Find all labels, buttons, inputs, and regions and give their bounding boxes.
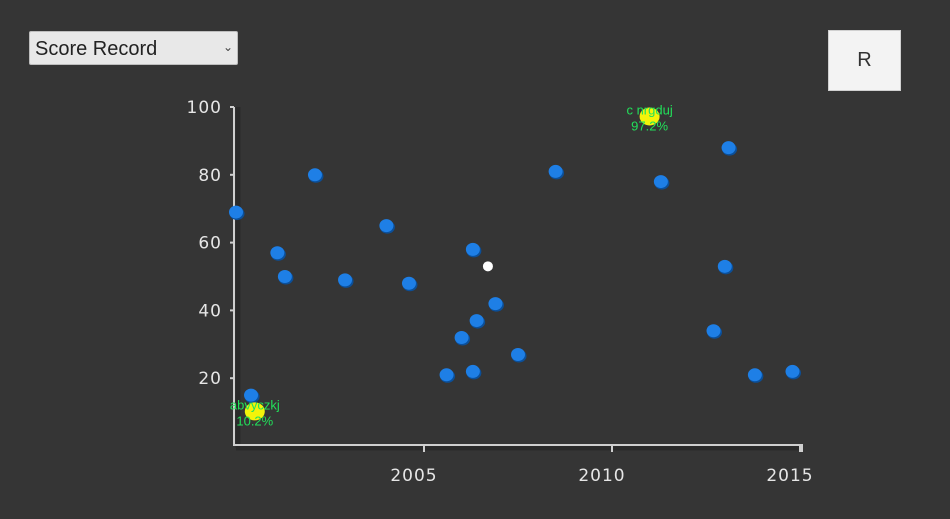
data-point	[439, 368, 454, 382]
y-tick-label: 60	[198, 234, 222, 254]
data-point	[229, 205, 243, 219]
data-point	[469, 314, 484, 328]
y-tick-label: 100	[187, 98, 222, 118]
data-point	[277, 270, 292, 283]
data-point	[379, 219, 394, 233]
data-point	[244, 388, 259, 402]
highlight-value-label: 97.2%	[631, 118, 668, 133]
data-point	[653, 175, 668, 189]
x-tick-label: 2015	[766, 466, 813, 486]
y-tick-label: 80	[198, 166, 222, 186]
data-point	[548, 164, 563, 178]
data-points	[229, 141, 801, 404]
data-point	[785, 364, 800, 378]
metric-dropdown[interactable]: Score Record ⌄	[29, 31, 238, 65]
reset-button[interactable]: R	[828, 30, 901, 91]
highlight-label: abvyczkj	[230, 397, 280, 412]
highlight-label: c nrgduj	[626, 102, 672, 117]
data-point	[747, 368, 762, 382]
chevron-down-icon: ⌄	[222, 40, 233, 54]
hovered-point	[482, 261, 493, 272]
data-point	[488, 297, 503, 311]
data-point	[270, 246, 285, 260]
highlight-value-label: 10.2%	[236, 413, 273, 428]
highlighted-point	[639, 107, 660, 126]
x-tick-label: 2010	[578, 466, 625, 486]
chart-axes	[233, 107, 803, 452]
x-tick-label: 2005	[390, 466, 437, 486]
y-tick-labels: 20 40 60 80 100	[187, 98, 234, 389]
data-point	[454, 331, 469, 345]
data-point	[307, 168, 322, 182]
y-tick-label: 40	[198, 301, 222, 321]
data-point	[401, 276, 416, 290]
data-point	[465, 364, 480, 378]
data-point	[338, 273, 353, 287]
data-point	[717, 259, 732, 273]
metric-dropdown-value: Score Record	[35, 38, 158, 60]
y-tick-label: 20	[198, 369, 222, 389]
highlighted-point	[244, 402, 265, 421]
data-point	[721, 141, 736, 155]
data-point	[706, 324, 721, 338]
x-tick-labels: 2005 2010 2015	[390, 445, 813, 486]
data-point	[511, 347, 525, 361]
data-point	[465, 242, 480, 256]
